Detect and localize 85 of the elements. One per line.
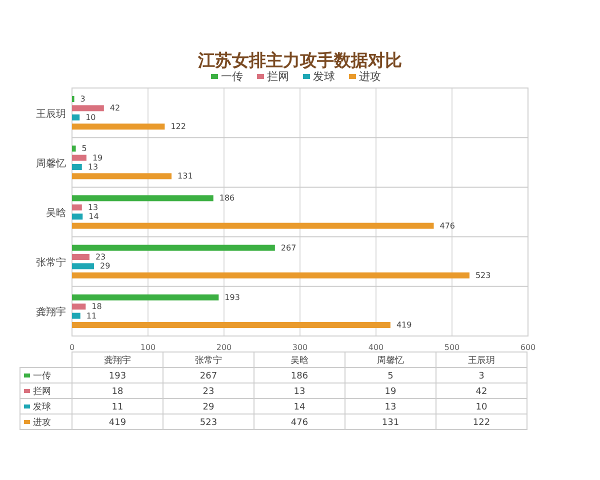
y-tick-label: 王辰玥 — [36, 108, 66, 120]
data-label: 19 — [384, 387, 396, 397]
legend-label: 进攻 — [359, 70, 381, 83]
data-label: 29 — [202, 402, 214, 412]
data-label: 122 — [472, 418, 490, 428]
bar — [72, 124, 165, 130]
data-label: 523 — [200, 418, 218, 428]
data-label: 13 — [88, 162, 98, 172]
y-tick-label: 龚翔宇 — [36, 306, 66, 318]
category-label: 王辰玥 — [468, 355, 495, 366]
data-label: 10 — [476, 402, 488, 412]
data-label: 19 — [92, 153, 103, 162]
bar — [72, 263, 94, 270]
data-label: 193 — [108, 372, 126, 382]
data-label: 18 — [112, 387, 124, 397]
y-tick-label: 吴晗 — [46, 207, 66, 219]
x-tick-label: 300 — [292, 343, 308, 352]
data-label: 523 — [475, 270, 491, 280]
data-label: 23 — [202, 387, 214, 397]
x-tick-label: 0 — [69, 343, 75, 352]
bar — [72, 154, 86, 161]
data-label: 419 — [108, 418, 126, 428]
bar — [72, 244, 275, 251]
bar — [72, 214, 83, 220]
bar — [72, 146, 76, 152]
bar — [72, 105, 104, 112]
data-label: 29 — [100, 262, 110, 271]
legend-label: 进攻 — [33, 417, 51, 428]
data-label: 5 — [388, 372, 394, 382]
bar — [72, 222, 434, 229]
bar — [72, 254, 90, 260]
bar — [72, 312, 80, 319]
data-label: 131 — [382, 418, 400, 428]
data-label: 14 — [294, 402, 306, 412]
data-label: 13 — [88, 202, 98, 212]
bar — [72, 195, 214, 202]
data-label: 419 — [396, 320, 412, 330]
x-tick-label: 200 — [216, 343, 232, 352]
data-label: 3 — [478, 372, 484, 382]
data-label: 42 — [110, 104, 120, 113]
data-label: 476 — [290, 418, 308, 428]
data-label: 13 — [384, 402, 396, 412]
legend-label: 一传 — [221, 70, 243, 83]
bar — [72, 114, 80, 120]
chart-title: 江苏女排主力攻手数据对比 — [197, 51, 402, 71]
legend-label: 发球 — [33, 402, 51, 412]
category-label: 龚翔宇 — [104, 355, 131, 366]
y-tick-label: 周馨忆 — [36, 157, 66, 170]
data-label: 193 — [224, 292, 240, 302]
data-label: 14 — [88, 212, 99, 222]
x-tick-label: 100 — [140, 343, 156, 352]
data-label: 23 — [95, 252, 106, 262]
legend-label: 一传 — [33, 370, 51, 382]
bar — [72, 322, 390, 328]
legend-label: 拦网 — [33, 386, 51, 397]
data-label: 11 — [86, 311, 97, 320]
data-label: 10 — [86, 112, 96, 122]
data-label: 42 — [476, 387, 488, 397]
x-tick-label: 500 — [444, 343, 460, 352]
data-label: 267 — [280, 243, 296, 252]
bar — [72, 272, 470, 278]
data-label: 186 — [219, 194, 235, 203]
legend-label: 发球 — [313, 70, 335, 83]
data-label: 267 — [200, 372, 218, 382]
data-label: 131 — [178, 172, 193, 181]
data-label: 18 — [92, 302, 102, 312]
legend-label: 拦网 — [267, 70, 289, 83]
bar — [72, 173, 172, 180]
data-label: 476 — [440, 221, 456, 230]
category-label: 周馨忆 — [377, 355, 404, 366]
x-tick-label: 600 — [520, 343, 536, 352]
bar — [72, 294, 219, 300]
data-label: 13 — [294, 387, 306, 397]
bar — [72, 164, 82, 170]
category-label: 张常宁 — [195, 355, 222, 366]
y-tick-label: 张常宁 — [36, 256, 66, 269]
bar — [72, 204, 82, 210]
data-label: 122 — [170, 122, 186, 132]
category-label: 吴晗 — [290, 355, 308, 366]
data-label: 11 — [112, 402, 124, 412]
data-label: 5 — [82, 144, 87, 154]
data-label: 186 — [290, 372, 308, 382]
bar — [72, 304, 86, 310]
data-label: 3 — [80, 94, 86, 104]
x-tick-label: 400 — [368, 343, 384, 352]
